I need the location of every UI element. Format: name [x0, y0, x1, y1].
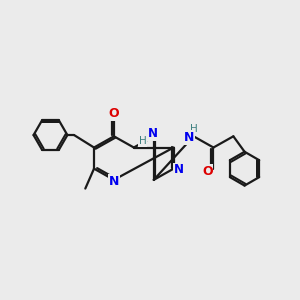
Text: H: H	[190, 124, 197, 134]
Text: N: N	[184, 131, 194, 144]
Text: N: N	[109, 175, 119, 188]
Text: O: O	[202, 165, 212, 178]
Text: H: H	[139, 136, 146, 146]
Text: O: O	[109, 107, 119, 120]
Text: N: N	[174, 164, 184, 176]
Text: N: N	[148, 127, 158, 140]
